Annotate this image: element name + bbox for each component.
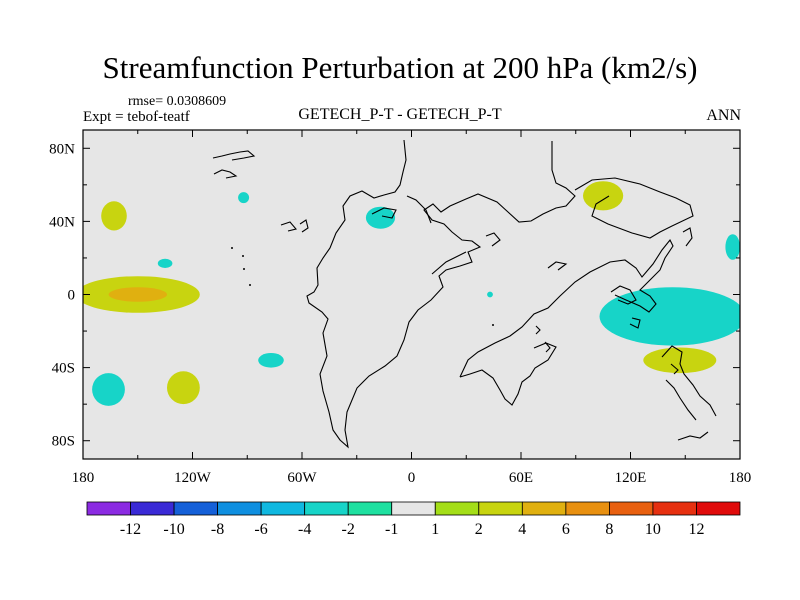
island-southeast: [677, 431, 709, 441]
chart-title: Streamfunction Perturbation at 200 hPa (…: [102, 50, 698, 85]
island-north-3: [485, 232, 501, 247]
coastline-south: [431, 251, 467, 275]
colorbar-label: 4: [518, 521, 526, 538]
anomaly-contour-2: [101, 201, 127, 231]
y-tick-label: 80N: [49, 141, 75, 157]
rmse-label: rmse= 0.0308609: [128, 94, 227, 109]
expt-label: Expt = tebof-teatf: [83, 109, 190, 125]
y-tick-label: 40S: [52, 361, 75, 377]
x-tick-label: 60E: [509, 470, 533, 486]
anomaly-contour-2: [167, 371, 200, 405]
colorbar-swatch: [478, 501, 523, 516]
anomaly-contour-4: [108, 287, 167, 302]
anomaly-layer: [83, 181, 740, 406]
island-north-1: [280, 221, 297, 232]
coastline-southeast: [665, 379, 697, 421]
colorbar-swatch: [86, 501, 131, 516]
island-dots: [231, 247, 494, 326]
anomaly-contour--2: [599, 287, 740, 346]
season-label: ANN: [706, 107, 741, 124]
colorbar-label: -8: [211, 521, 224, 538]
colorbar-label: -12: [120, 521, 141, 538]
coastline-gulf: [371, 207, 397, 219]
colorbar-label: -10: [163, 521, 184, 538]
island-south-1: [544, 341, 551, 353]
island-south-2: [535, 325, 541, 335]
colorbar-swatch: [304, 501, 349, 516]
x-tick-label: 180: [729, 470, 752, 486]
colorbar: -12 -10 -8 -6 -4 -2 -1 1 2 4 6 8 10 12: [86, 501, 741, 538]
colorbar-swatch: [521, 501, 567, 516]
colorbar-swatch: [260, 501, 306, 516]
island-north-2: [299, 219, 309, 233]
colorbar-label: 2: [475, 521, 483, 538]
coastline-landmass-east: [459, 238, 674, 378]
y-tick-label: 80S: [52, 434, 75, 450]
island-arctic-2: [213, 169, 238, 179]
coastline-peninsula: [459, 342, 557, 406]
colorbar-swatch: [609, 501, 654, 516]
anomaly-contour--2: [92, 373, 125, 406]
colorbar-label: 8: [605, 521, 613, 538]
colorbar-label: -4: [298, 521, 311, 538]
colorbar-label: 10: [645, 521, 661, 538]
colorbar-label: -6: [254, 521, 267, 538]
x-tick-label: 180: [72, 470, 95, 486]
anomaly-contour-2: [643, 347, 717, 374]
coastline-americas: [306, 139, 576, 449]
coastline-north-plate: [574, 177, 694, 239]
island-east-1: [547, 261, 568, 271]
colorbar-label: 12: [689, 521, 705, 538]
colorbar-swatch: [391, 501, 436, 516]
coastline-layer: [212, 139, 717, 449]
island-dot: [243, 268, 245, 270]
colorbar-label: -2: [342, 521, 355, 538]
x-tick-label: 120E: [615, 470, 647, 486]
colorbar-swatch: [652, 501, 697, 516]
island-east-4: [670, 363, 679, 375]
island-arctic: [212, 150, 256, 161]
island-east-3: [629, 317, 641, 329]
x-tick-label: 120W: [174, 470, 212, 486]
anomaly-contour--2: [157, 258, 173, 268]
anomaly-contour--2: [487, 291, 493, 298]
y-tick-label: 40N: [49, 214, 75, 230]
colorbar-label: -1: [385, 521, 398, 538]
colorbar-swatch: [130, 501, 175, 516]
island-dot: [249, 284, 251, 286]
island-dot: [492, 324, 494, 326]
coastline-inlet: [406, 195, 432, 224]
colorbar-swatch: [173, 501, 219, 516]
colorbar-label: 1: [431, 521, 439, 538]
axis-layer: 180 120W 60W 0 60E 120E 180 80N 40N 0 40S 80S: [49, 130, 751, 486]
island-dot: [231, 247, 233, 249]
colorbar-swatch: [696, 501, 741, 516]
colorbar-label: 6: [562, 521, 570, 538]
y-tick-label: 0: [68, 288, 76, 304]
center-label: GETECH_P-T - GETECH_P-T: [298, 106, 502, 123]
colorbar-swatch: [347, 501, 393, 516]
colorbar-swatch: [565, 501, 610, 516]
coastline-south-plate: [661, 345, 717, 417]
x-tick-label: 0: [408, 470, 416, 486]
anomaly-contour--2: [238, 192, 250, 204]
island-far-east: [682, 227, 693, 247]
colorbar-swatch: [217, 501, 262, 516]
anomaly-contour--2: [725, 234, 740, 260]
island-dot: [242, 255, 244, 257]
island-east-2: [610, 285, 637, 305]
anomaly-contour-2: [583, 181, 624, 211]
colorbar-swatch: [434, 501, 480, 516]
anomaly-contour--2: [365, 206, 396, 229]
x-tick-label: 60W: [287, 470, 317, 486]
anomaly-contour--2: [258, 353, 284, 368]
